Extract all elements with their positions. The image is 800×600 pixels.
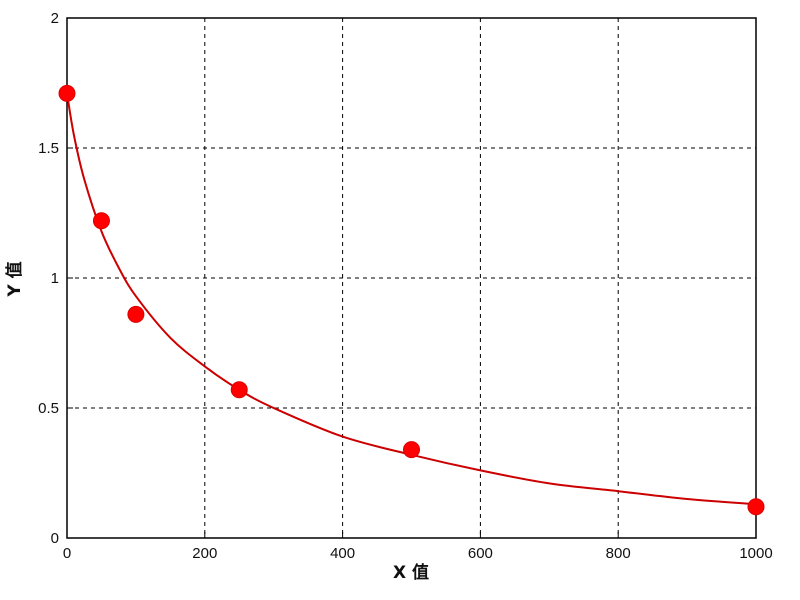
y-tick-label: 0.5 <box>38 400 59 417</box>
x-tick-label: 200 <box>192 545 217 562</box>
data-point <box>230 381 248 399</box>
x-tick-label: 600 <box>468 545 493 562</box>
data-points <box>58 84 765 516</box>
x-tick-label: 1000 <box>739 545 772 562</box>
data-point <box>403 441 420 459</box>
y-tick-label: 1.5 <box>38 140 59 157</box>
x-tick-label: 0 <box>63 545 71 562</box>
x-tick-label: 800 <box>606 545 631 562</box>
y-tick-label: 1 <box>51 270 59 287</box>
y-axis-title: Y 值 <box>4 261 25 297</box>
x-tick-label: 400 <box>330 545 355 562</box>
axis-ticks: 0 200 400 600 800 1000 0 0.5 1 1.5 2 <box>38 10 773 562</box>
y-tick-label: 2 <box>51 10 59 27</box>
data-point <box>92 212 110 230</box>
y-tick-label: 0 <box>51 530 59 547</box>
data-point <box>58 84 76 102</box>
grid <box>67 18 756 538</box>
data-point <box>747 498 765 516</box>
data-point <box>127 305 145 323</box>
x-axis-title: X 值 <box>393 562 429 583</box>
